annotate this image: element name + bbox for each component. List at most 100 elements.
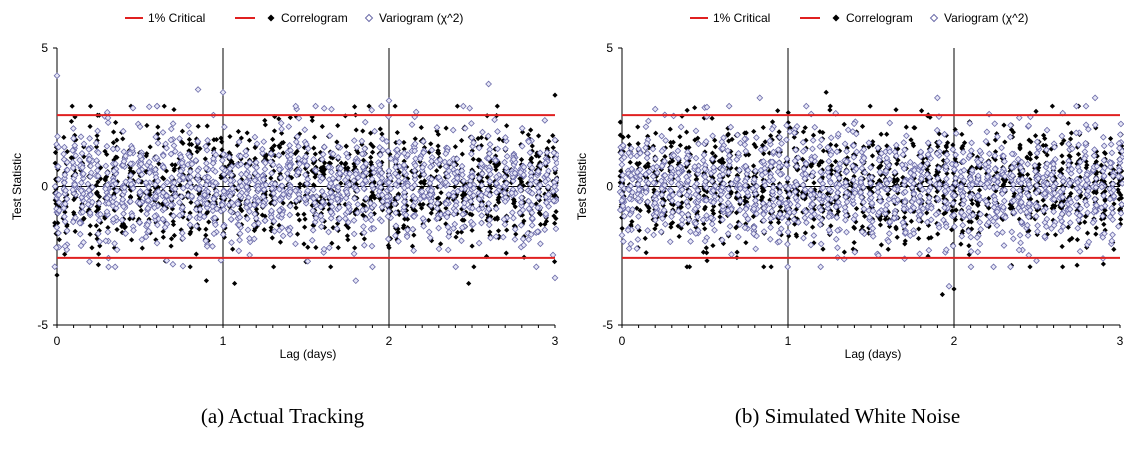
correlogram-point	[683, 129, 690, 135]
variogram-point	[653, 163, 661, 171]
variogram-point	[734, 131, 741, 139]
correlogram-point	[521, 218, 527, 224]
variogram-point	[553, 176, 559, 183]
variogram-point	[832, 203, 840, 211]
variogram-point	[727, 123, 735, 131]
variogram-point	[77, 179, 85, 187]
correlogram-point	[884, 143, 890, 149]
variogram-point	[236, 236, 243, 244]
correlogram-point	[64, 148, 70, 155]
correlogram-point	[869, 162, 875, 168]
variogram-point	[228, 171, 235, 179]
correlogram-point	[775, 108, 781, 114]
variogram-point	[678, 216, 686, 224]
variogram-point	[317, 212, 325, 220]
variogram-point	[79, 164, 86, 171]
variogram-point	[475, 144, 483, 152]
variogram-point	[235, 221, 243, 229]
variogram-point	[741, 211, 749, 219]
correlogram-point	[684, 107, 690, 113]
variogram-point	[786, 190, 793, 198]
correlogram-point	[361, 236, 367, 242]
correlogram-point	[434, 196, 440, 202]
correlogram-point	[1049, 205, 1055, 211]
variogram-point	[445, 191, 453, 198]
correlogram-point	[359, 231, 365, 237]
variogram-point	[760, 210, 767, 218]
correlogram-point	[246, 137, 253, 143]
variogram-point	[201, 191, 208, 199]
variogram-point	[699, 157, 707, 164]
variogram-point	[167, 136, 175, 144]
correlogram-point	[636, 160, 643, 166]
variogram-point	[702, 197, 710, 204]
variogram-point	[353, 144, 361, 151]
correlogram-point	[366, 103, 372, 109]
variogram-point	[687, 228, 694, 235]
variogram-point	[251, 177, 259, 184]
variogram-point	[154, 221, 161, 229]
variogram-point	[742, 162, 750, 170]
correlogram-point	[302, 165, 309, 172]
variogram-point	[351, 195, 358, 202]
variogram-point	[296, 160, 303, 168]
variogram-point	[620, 238, 627, 245]
variogram-point	[102, 185, 109, 193]
variogram-point	[477, 191, 485, 199]
variogram-point	[458, 237, 465, 245]
correlogram-point	[862, 213, 868, 219]
correlogram-point	[93, 223, 99, 229]
correlogram-point	[496, 136, 502, 142]
correlogram-point	[625, 133, 631, 139]
variogram-point	[809, 145, 816, 153]
correlogram-point	[701, 193, 707, 199]
correlogram-point	[463, 209, 469, 215]
correlogram-point	[853, 219, 859, 225]
correlogram-point	[793, 231, 799, 238]
variogram-point	[552, 155, 559, 163]
variogram-point	[335, 174, 343, 182]
variogram-point	[701, 237, 709, 245]
variogram-point	[259, 202, 267, 210]
variogram-point	[409, 225, 417, 233]
correlogram-point	[296, 217, 302, 223]
variogram-point	[63, 227, 71, 235]
variogram-point	[784, 228, 792, 236]
correlogram-point	[953, 207, 959, 213]
variogram-point	[659, 215, 666, 222]
variogram-point	[661, 172, 669, 179]
variogram-point	[703, 103, 711, 111]
variogram-point	[485, 221, 493, 229]
correlogram-point	[827, 107, 833, 113]
variogram-point	[737, 185, 744, 192]
variogram-point	[750, 224, 758, 231]
variogram-point	[420, 149, 427, 157]
y-tick-label: 5	[606, 41, 613, 55]
variogram-point	[461, 199, 468, 207]
variogram-point	[674, 181, 682, 188]
correlogram-point	[161, 103, 167, 109]
variogram-point	[494, 145, 502, 153]
variogram-point	[710, 164, 717, 171]
correlogram-point	[518, 179, 525, 185]
variogram-point	[459, 171, 466, 179]
variogram-point	[221, 176, 229, 184]
correlogram-point	[338, 160, 344, 166]
variogram-point	[391, 170, 399, 177]
variogram-point	[302, 171, 309, 179]
correlogram-point	[1093, 125, 1099, 131]
variogram-point	[55, 207, 63, 214]
correlogram-point	[944, 170, 950, 177]
variogram-point	[385, 179, 393, 186]
variogram-point	[200, 213, 208, 221]
variogram-point	[492, 205, 500, 213]
variogram-point	[209, 159, 217, 167]
variogram-point	[451, 220, 459, 228]
correlogram-point	[144, 122, 150, 129]
correlogram-point	[400, 225, 406, 231]
variogram-point	[649, 173, 657, 180]
correlogram-point	[312, 151, 318, 157]
variogram-point	[651, 105, 659, 113]
variogram-point	[766, 200, 773, 208]
correlogram-point	[1115, 170, 1121, 176]
